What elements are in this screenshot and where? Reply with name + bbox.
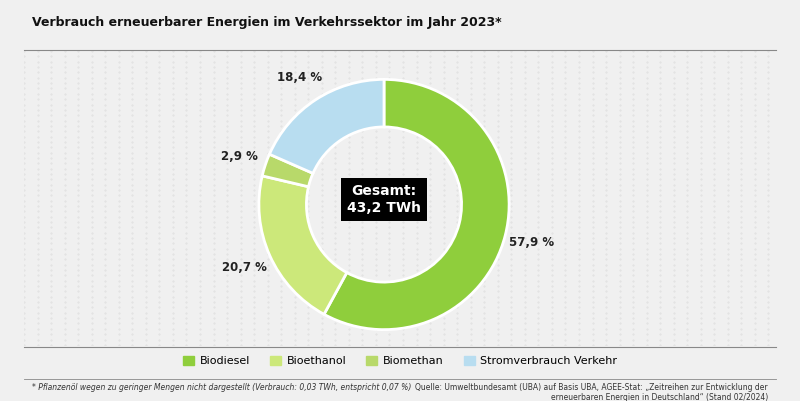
Text: Verbrauch erneuerbarer Energien im Verkehrssektor im Jahr 2023*: Verbrauch erneuerbarer Energien im Verke… (32, 16, 502, 29)
Wedge shape (270, 79, 384, 173)
Wedge shape (259, 176, 347, 314)
Wedge shape (324, 79, 509, 330)
Wedge shape (262, 154, 313, 187)
Text: Gesamt:
43,2 TWh: Gesamt: 43,2 TWh (347, 184, 421, 215)
Text: 2,9 %: 2,9 % (221, 150, 258, 163)
Text: * Pflanzenöl wegen zu geringer Mengen nicht dargestellt (Verbrauch: 0,03 TWh, en: * Pflanzenöl wegen zu geringer Mengen ni… (32, 383, 411, 391)
Legend: Biodiesel, Bioethanol, Biomethan, Stromverbrauch Verkehr: Biodiesel, Bioethanol, Biomethan, Stromv… (178, 351, 622, 371)
Text: 18,4 %: 18,4 % (278, 71, 322, 84)
Text: 20,7 %: 20,7 % (222, 261, 267, 274)
Text: 57,9 %: 57,9 % (510, 235, 554, 249)
Text: Quelle: Umweltbundesamt (UBA) auf Basis UBA, AGEE-Stat: „Zeitreihen zur Entwickl: Quelle: Umweltbundesamt (UBA) auf Basis … (415, 383, 768, 401)
